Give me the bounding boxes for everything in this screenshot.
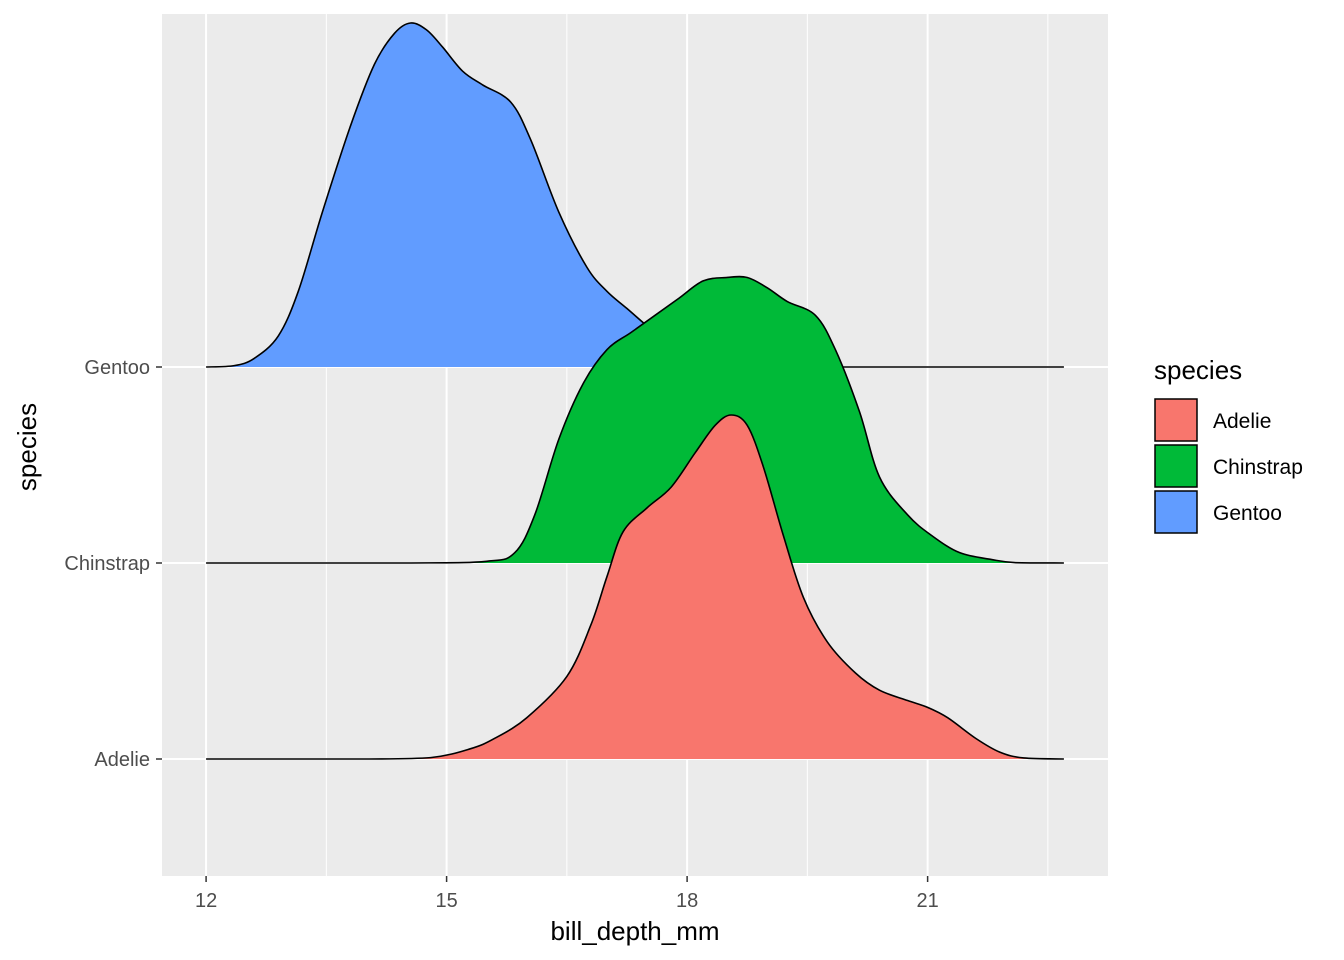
ridge-fill-gentoo [206,22,1064,367]
legend-key-gentoo [1154,490,1198,534]
legend-label-adelie: Adelie [1213,410,1271,433]
ridge-fill-chinstrap [206,276,1064,563]
legend-title: species [1154,355,1242,385]
x-tick-label: 15 [435,890,457,912]
x-axis: 12 15 18 21 [195,876,939,912]
x-axis-title: bill_depth_mm [550,916,719,946]
ridge-fill-adelie [206,415,1064,759]
legend-label-gentoo: Gentoo [1213,502,1282,525]
x-tick-label: 21 [916,890,938,912]
y-axis: Adelie Chinstrap Gentoo [64,357,162,771]
legend: species Adelie Chinstrap Gentoo [1154,355,1303,534]
density-ridges [206,22,1064,760]
x-tick-label: 12 [195,890,217,912]
y-tick-label: Chinstrap [64,553,150,575]
x-tick-label: 18 [676,890,698,912]
y-tick-label: Gentoo [84,357,150,379]
y-tick-label: Adelie [94,749,150,771]
ridge-outline-chinstrap [206,275,1064,564]
legend-label-chinstrap: Chinstrap [1213,456,1303,479]
y-axis-title: species [12,403,42,491]
ridge-outline-adelie [206,414,1064,760]
legend-key-chinstrap [1154,444,1198,488]
legend-key-adelie [1154,398,1198,442]
